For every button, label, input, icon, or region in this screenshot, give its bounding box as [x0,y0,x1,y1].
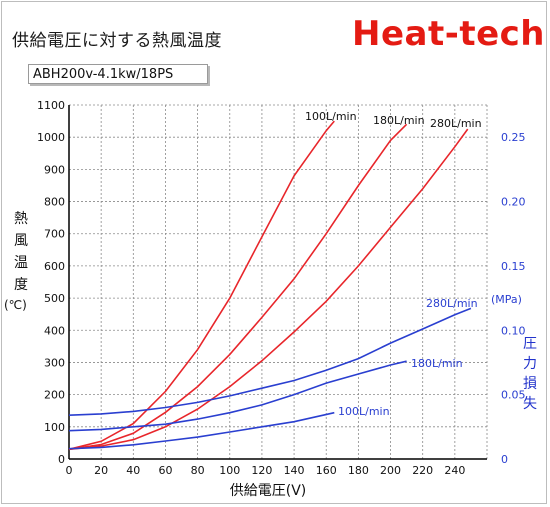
y-tick-label: 700 [44,228,65,241]
series-label-pressure-180: 180L/min [411,357,463,370]
pressure-line-180 [68,360,407,432]
x-tick-label: 120 [251,464,272,477]
y-tick-label: 900 [44,163,65,176]
x-tick-label: 80 [191,464,205,477]
y2-tick-label: 0.25 [501,131,526,144]
x-axis-title: 供給電圧(V) [230,483,307,499]
y2-axis-title-char: 圧 [523,336,537,352]
y2-axis-unit: (MPa) [491,293,522,306]
y-tick-label: 100 [44,421,65,434]
x-tick-label: 240 [444,464,465,477]
x-tick-label: 0 [66,464,73,477]
x-tick-label: 40 [126,464,140,477]
series-label-pressure-280: 280L/min [426,297,478,310]
y-axis-title-char: 風 [14,233,28,249]
x-tick-label: 220 [412,464,433,477]
y-axis-title-char: 熱 [14,211,28,227]
brand-logo: Heat-tech [352,14,545,54]
y-tick-label: 800 [44,196,65,209]
y2-tick-label: 0.15 [501,260,526,273]
y-tick-label: 300 [44,356,65,369]
pressure-line-280 [68,307,472,416]
y-axis-title-char: 度 [14,277,28,293]
pressure-line-100 [68,411,335,450]
y2-tick-label: 0.05 [501,389,526,402]
series-label-temp-100: 100L/min [305,110,357,123]
series-label-pressure-100: 100L/min [338,405,390,418]
x-tick-label: 20 [94,464,108,477]
y-tick-label: 600 [44,260,65,273]
chart-title: 供給電圧に対する熱風温度 [12,31,222,51]
y-tick-label: 0 [58,453,65,466]
y2-axis-title-char: 失 [523,396,537,412]
y2-axis-title-char: 損 [523,376,537,392]
y-tick-label: 1100 [37,99,65,112]
x-tick-label: 200 [380,464,401,477]
model-label: ABH200v-4.1kw/18PS [28,64,208,84]
y2-axis-title-char: 力 [523,356,537,372]
temperature-line-280 [68,128,469,451]
y-tick-label: 500 [44,292,65,305]
series-label-temp-280: 280L/min [430,117,482,130]
y-axis-title: 熱 風 温 度 [10,208,32,296]
temperature-line-180 [68,123,408,451]
y-tick-label: 200 [44,389,65,402]
y-axis-title-char: 温 [14,255,28,271]
y2-axis-title: 圧 力 損 失 [519,334,541,414]
x-tick-label: 60 [158,464,172,477]
y2-tick-label: 0.10 [501,324,526,337]
x-tick-label: 140 [284,464,305,477]
y2-tick-label: 0.20 [501,196,526,209]
y2-tick-label: 0 [501,453,508,466]
series-label-temp-180: 180L/min [373,114,425,127]
x-tick-label: 100 [219,464,240,477]
y-tick-label: 400 [44,324,65,337]
y-axis-unit: (℃) [4,298,27,312]
temperature-line-100 [68,120,335,451]
x-tick-label: 160 [316,464,337,477]
x-tick-label: 180 [348,464,369,477]
y-tick-label: 1000 [37,131,65,144]
